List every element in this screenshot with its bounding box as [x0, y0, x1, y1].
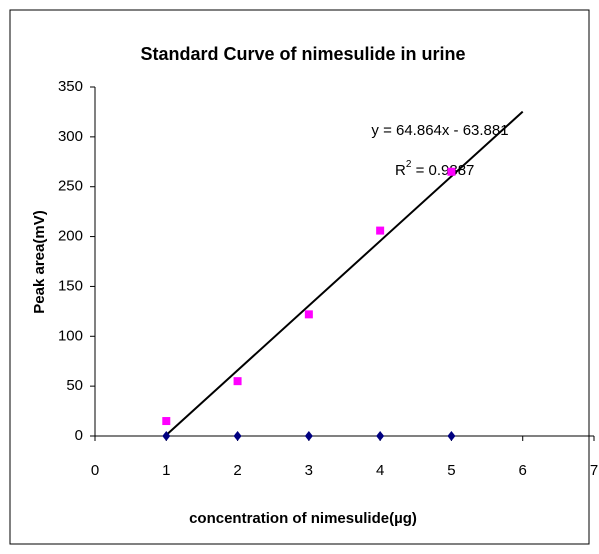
r-value: = 0.9887: [411, 162, 474, 179]
y-tick-label: 50: [66, 377, 83, 394]
point: [233, 431, 242, 441]
y-tick-label: 350: [58, 78, 83, 95]
chart-title: Standard Curve of nimesulide in urine: [140, 44, 465, 64]
y-tick-label: 150: [58, 277, 83, 294]
r-squared: R2 = 0.9887: [395, 159, 474, 179]
point: [304, 310, 313, 319]
x-tick-label: 2: [233, 462, 241, 479]
trend-equation: y = 64.864x - 63.881: [371, 122, 508, 139]
point: [447, 167, 456, 176]
x-tick-label: 5: [447, 462, 455, 479]
y-tick-label: 250: [58, 178, 83, 195]
y-axis-label: Peak area(mV): [31, 210, 48, 313]
x-tick-label: 3: [305, 462, 313, 479]
trendline: [164, 110, 524, 437]
x-axis-label: concentration of nimesulide(µg): [189, 510, 417, 527]
point: [162, 431, 171, 441]
r-symbol: R: [395, 162, 406, 179]
point: [233, 377, 242, 386]
x-tick-label: 1: [162, 462, 170, 479]
y-tick-label: 100: [58, 327, 83, 344]
chart-border: [9, 9, 590, 545]
y-tick-label: 200: [58, 228, 83, 245]
x-tick-label: 0: [91, 462, 99, 479]
point: [162, 417, 171, 426]
point: [376, 431, 385, 441]
x-tick-label: 7: [590, 462, 598, 479]
x-tick-label: 6: [519, 462, 527, 479]
point: [304, 431, 313, 441]
r-power: 2: [406, 159, 412, 170]
y-tick-label: 0: [75, 427, 83, 444]
y-tick-label: 300: [58, 128, 83, 145]
x-tick-label: 4: [376, 462, 384, 479]
point: [376, 226, 385, 235]
point: [447, 431, 456, 441]
